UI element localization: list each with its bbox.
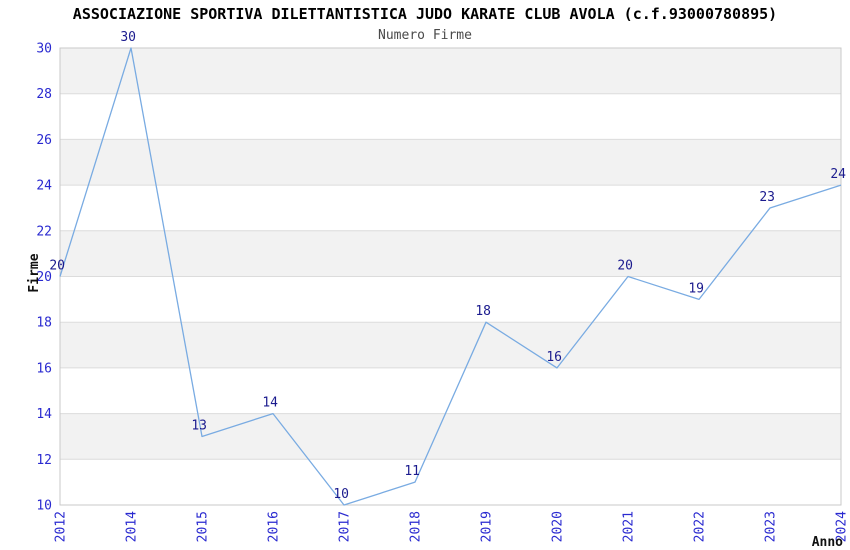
y-tick-label: 10 [36, 499, 52, 514]
plot-band [60, 459, 841, 505]
plot-band [60, 230, 841, 277]
point-label: 11 [404, 464, 420, 479]
y-tick-label: 18 [36, 316, 52, 331]
plot-band [60, 93, 841, 140]
y-tick-label: 20 [36, 270, 52, 285]
point-label: 23 [759, 190, 775, 205]
point-label: 10 [333, 487, 349, 502]
x-tick-label: 2016 [267, 511, 282, 542]
x-tick-label: 2015 [196, 511, 211, 542]
plot-band [60, 139, 841, 186]
plot-band [60, 185, 841, 231]
point-label: 19 [688, 281, 704, 296]
series-line [59, 47, 842, 506]
y-tick-label: 16 [36, 361, 52, 376]
plot-band [60, 367, 841, 414]
x-tick-label: 2014 [125, 511, 140, 542]
y-tick-label: 26 [36, 133, 52, 148]
y-tick-label: 28 [36, 87, 52, 102]
point-label: 13 [191, 418, 207, 433]
y-tick-label: 22 [36, 224, 52, 239]
plot-band [60, 413, 841, 460]
x-tick-label: 2022 [693, 511, 708, 542]
chart-subtitle: Numero Firme [378, 28, 472, 43]
plot-band [60, 322, 841, 368]
y-axis-label: Firme [27, 253, 42, 292]
chart-title: ASSOCIAZIONE SPORTIVA DILETTANTISTICA JU… [73, 5, 777, 23]
y-tick-label: 12 [36, 453, 52, 468]
x-tick-label: 2020 [551, 511, 566, 542]
point-label: 30 [120, 30, 136, 45]
x-tick-label: 2019 [480, 511, 495, 542]
x-tick-label: 2017 [338, 511, 353, 542]
x-tick-label: 2024 [835, 511, 850, 542]
point-label: 20 [617, 259, 633, 274]
x-tick-label: 2021 [622, 511, 637, 542]
x-tick-label: 2023 [764, 511, 779, 542]
x-tick-label: 2018 [409, 511, 424, 542]
point-label: 20 [49, 259, 65, 274]
point-label: 18 [475, 304, 491, 319]
point-label: 16 [546, 350, 562, 365]
y-tick-label: 14 [36, 407, 52, 422]
point-label: 14 [262, 396, 278, 411]
x-axis-label: Anno [812, 535, 843, 550]
y-tick-label: 24 [36, 179, 52, 194]
y-tick-label: 30 [36, 42, 52, 57]
plot-band [60, 48, 841, 94]
point-label: 24 [830, 167, 846, 182]
x-tick-label: 2012 [54, 511, 69, 542]
